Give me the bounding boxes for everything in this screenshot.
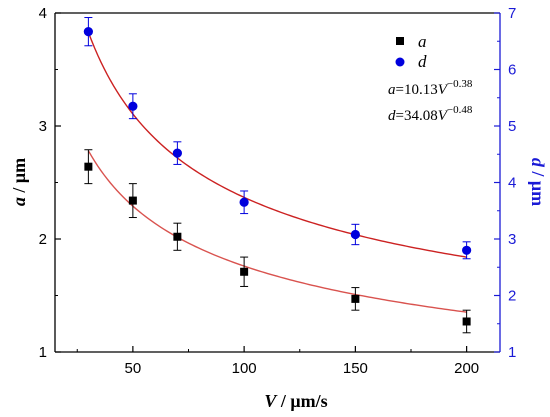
y-tick-label: 1 [39, 344, 47, 361]
right-y-axis-ticks: 1 2 3 4 5 6 7 [494, 5, 516, 361]
point-a [84, 162, 93, 171]
point-a [351, 294, 360, 303]
left-y-axis-title: a / μm [9, 158, 29, 206]
y-tick-label: 2 [39, 231, 47, 248]
left-y-axis-ticks: 1 2 3 4 [39, 5, 61, 361]
point-d [462, 245, 472, 255]
x-axis-ticks: 50 100 150 200 [76, 346, 479, 377]
point-d [350, 229, 360, 240]
legend-label-d: d [418, 52, 427, 71]
y2-tick-label: 3 [508, 231, 516, 248]
data-points [83, 27, 472, 326]
error-bars [84, 17, 471, 334]
plot-frame [54, 12, 501, 353]
x-tick-label: 50 [125, 360, 142, 377]
point-d [172, 148, 182, 158]
x-axis-title: V / μm/s [264, 391, 327, 411]
point-a [462, 317, 471, 326]
fit-curve-a [87, 150, 467, 313]
x-tick-label: 100 [232, 360, 257, 377]
legend: a d [395, 32, 427, 71]
right-y-axis-title: d / μm [528, 158, 548, 206]
point-d [239, 197, 249, 207]
legend-marker-a [396, 37, 404, 45]
point-a [128, 196, 137, 205]
point-d [128, 101, 138, 111]
y-tick-label: 3 [39, 118, 47, 135]
x-tick-label: 200 [454, 360, 479, 377]
point-a [240, 267, 249, 276]
equation-d: d=34.08V−0.48 [388, 104, 473, 124]
x-tick-label: 150 [343, 360, 368, 377]
y2-tick-label: 5 [508, 118, 516, 135]
fit-curves [87, 31, 467, 313]
y2-tick-label: 7 [508, 5, 516, 22]
legend-label-a: a [418, 32, 427, 51]
y-tick-label: 4 [39, 5, 47, 22]
fit-equations: a=10.13V−0.38 d=34.08V−0.48 [388, 78, 473, 124]
fit-curve-d [87, 31, 467, 258]
point-d [83, 27, 93, 37]
y2-tick-label: 6 [508, 62, 516, 79]
y2-tick-label: 4 [508, 175, 516, 192]
point-a [173, 232, 182, 241]
y2-tick-label: 2 [508, 288, 516, 305]
equation-a: a=10.13V−0.38 [388, 78, 473, 98]
y2-tick-label: 1 [508, 344, 516, 361]
legend-marker-d [395, 57, 405, 67]
